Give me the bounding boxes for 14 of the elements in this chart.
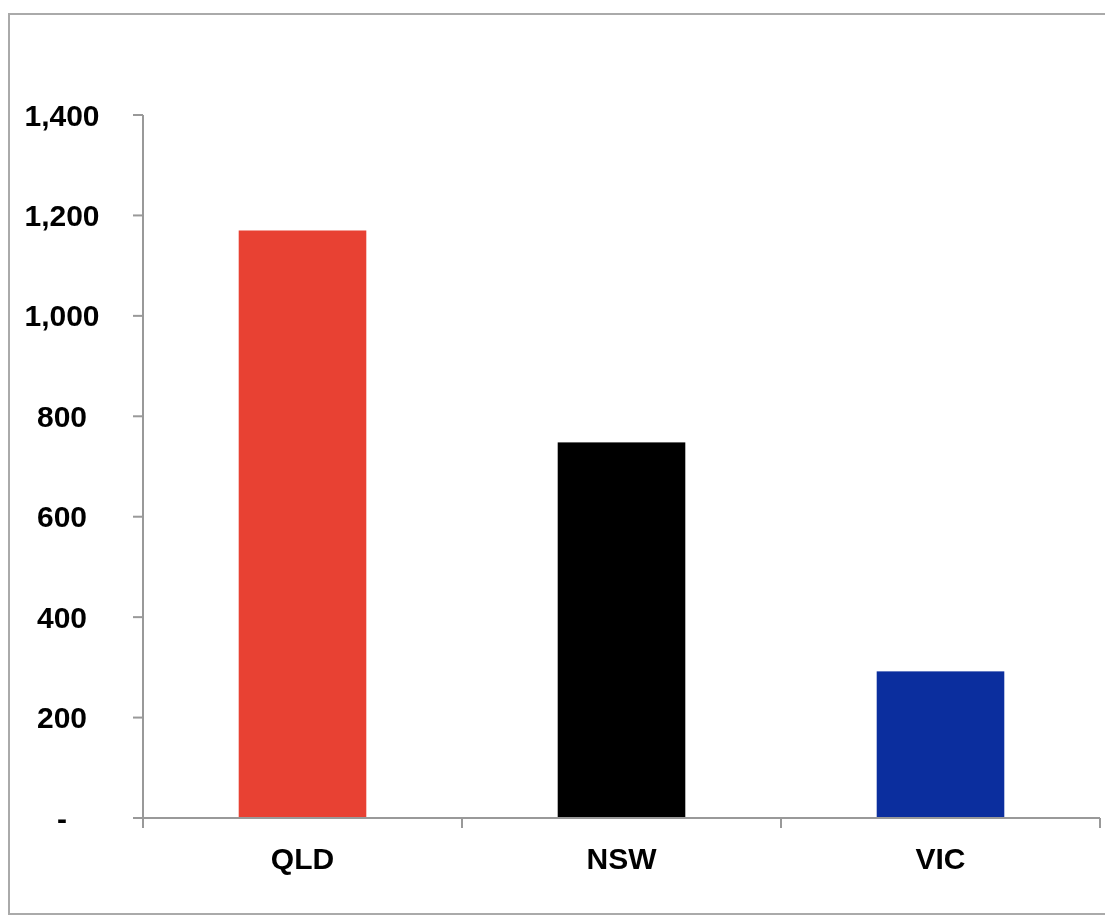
y-tick-label: 1,200 (24, 198, 100, 232)
y-tick-label: 1,400 (24, 98, 100, 132)
bar (238, 230, 367, 818)
x-tick-label: VIC (915, 841, 966, 875)
y-tick-label: 600 (36, 500, 88, 534)
y-tick-label: - (57, 801, 67, 835)
bar (557, 442, 686, 818)
bar (876, 671, 1005, 818)
y-tick-label: 800 (36, 399, 88, 433)
x-tick-label: NSW (586, 841, 658, 875)
y-tick-label: 400 (36, 600, 88, 634)
y-tick-label: 200 (36, 701, 88, 735)
x-tick-label: QLD (270, 841, 335, 875)
y-tick-label: 1,000 (24, 299, 100, 333)
